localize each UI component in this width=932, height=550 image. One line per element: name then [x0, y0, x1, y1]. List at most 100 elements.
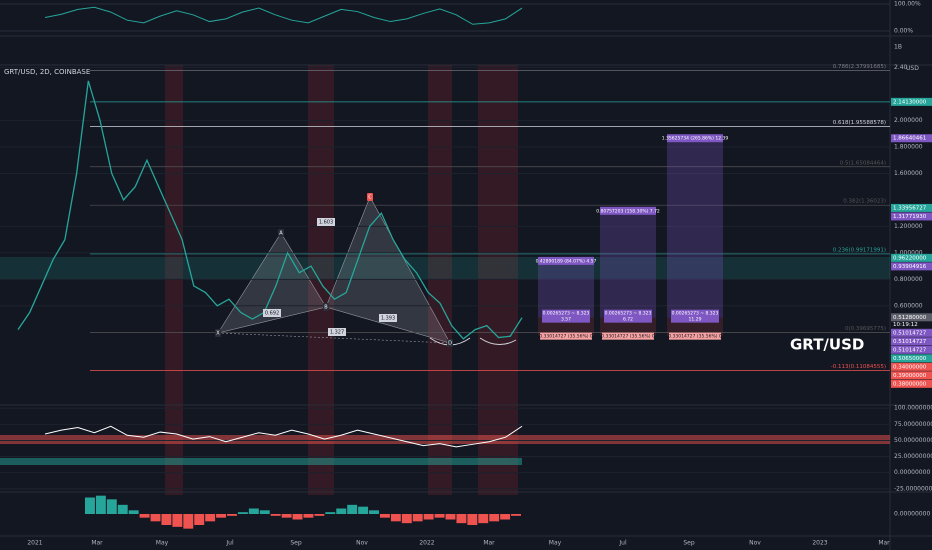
price-marker	[891, 203, 932, 212]
fib-label: 0.5(1.65084464)	[840, 160, 886, 166]
macd-bar	[467, 514, 478, 525]
ratio-label: 0.692	[265, 311, 279, 317]
rsi-tick-label: -25.00000000	[894, 485, 932, 492]
macd-bar	[511, 514, 521, 516]
macd-bar	[194, 514, 205, 525]
time-tick-label: 2021	[27, 540, 42, 547]
macd-bar	[379, 514, 390, 518]
pattern-point-label: B	[324, 305, 328, 311]
macd-bar	[150, 514, 161, 522]
pattern-point	[278, 229, 284, 237]
target-mid2: 11.29	[689, 317, 702, 323]
ratio-label: 1.603	[319, 220, 333, 226]
target-mid: 0.00265273 ~ 8.323	[543, 311, 590, 317]
target-mid: 0.00265273 ~ 8.323	[672, 311, 719, 317]
rsi-tick-label: 75.00000000	[894, 421, 932, 428]
time-tick-label: 2023	[812, 540, 827, 547]
price-marker-label: 1.31771930	[893, 214, 927, 220]
price-tick-label: 0.600000	[894, 302, 923, 309]
time-tick-label: Sep	[290, 540, 302, 547]
macd-bar	[270, 514, 281, 516]
price-line	[17, 80, 523, 340]
price-marker-label: 0.38000000	[893, 381, 927, 387]
price-marker	[891, 134, 932, 143]
ratio-box	[317, 218, 335, 226]
price-marker-label: 0.51014727	[893, 347, 927, 353]
rsi-band	[0, 458, 522, 465]
macd-bar	[369, 510, 379, 514]
time-tick-label: 2022	[419, 540, 434, 547]
top-tick-label: 100.00%	[894, 1, 921, 8]
macd-bar	[314, 514, 325, 516]
fib-label: 0(0.39695775)	[845, 326, 886, 332]
zone	[0, 257, 890, 279]
macd-bar	[478, 514, 489, 524]
target-box	[667, 138, 723, 318]
price-marker	[891, 362, 932, 371]
price-tick-label: 2.000000	[894, 117, 923, 124]
fib-label: -0.113(0.11084555)	[831, 364, 886, 370]
target-box	[538, 260, 594, 318]
target-box	[600, 210, 656, 318]
macd-bar	[500, 514, 511, 520]
target-tag	[604, 309, 652, 323]
target-top: 0.42890189 (84.07%) 4.57	[536, 258, 597, 264]
price-marker	[891, 379, 932, 388]
price-marker	[891, 371, 932, 380]
price-marker-label: 0.50650000	[893, 356, 927, 362]
pattern-point	[215, 329, 221, 337]
pattern-point	[323, 303, 329, 311]
price-tick-label: 2.40	[894, 64, 908, 71]
target-mid: 0.00265273 ~ 8.323	[605, 311, 652, 317]
price-tick-label: 1.000000	[894, 249, 923, 256]
watermark: GRT/USD	[790, 336, 864, 354]
price-marker-label: 0.93904916	[893, 264, 927, 270]
price-marker	[891, 262, 932, 271]
price-unit: USD	[906, 65, 919, 72]
ratio-box	[328, 328, 346, 336]
macd-bar	[303, 514, 314, 518]
price-tick-label: 1.600000	[894, 170, 923, 177]
price-marker	[891, 313, 932, 322]
fib-label: 0.618(1.95588578)	[833, 120, 886, 126]
price-marker	[891, 328, 932, 337]
target-top: 1.35625734 (265.86%) 12.39	[662, 136, 729, 142]
volume-tick-label: 1B	[894, 44, 902, 51]
session-bands	[165, 65, 518, 495]
price-marker-label: 0.51014727	[893, 330, 927, 336]
time-tick-label: Nov	[749, 540, 761, 547]
macd-bar	[227, 514, 237, 516]
oscillator-line	[44, 6, 523, 25]
pattern-point-label: C	[368, 195, 372, 201]
macd-bar	[95, 495, 106, 514]
macd-bar	[347, 504, 358, 514]
target-stop: 0.33014727 (35.56%) 0	[601, 334, 655, 340]
macd-bar	[106, 499, 117, 514]
macd-bar	[390, 514, 401, 522]
stop-tag	[540, 332, 592, 340]
stop-tag	[602, 332, 654, 340]
time-tick-label: May	[156, 540, 169, 547]
price-marker-label: 0.51014727	[893, 339, 927, 345]
macd-bar	[205, 514, 216, 522]
target-tag	[671, 309, 719, 323]
macd-bar	[161, 514, 172, 525]
rsi-tick-label: 0.00000000	[894, 469, 930, 476]
rsi-line	[44, 425, 523, 448]
price-marker	[891, 253, 932, 262]
rsi-band	[0, 435, 890, 444]
time-tick-label: Jul	[225, 540, 234, 547]
price-marker-label: 0.34000000	[893, 364, 927, 370]
price-marker-label: 1.86640461	[893, 136, 926, 142]
price-marker	[891, 212, 932, 221]
time-tick-label: Sep	[683, 540, 695, 547]
target-stop: 0.33014727 (35.56%) 0	[668, 334, 722, 340]
ratio-box	[379, 314, 397, 322]
harmonic-pattern	[217, 196, 451, 344]
macd-bar	[172, 514, 183, 527]
price-tick-label: 1.200000	[894, 223, 923, 230]
price-marker-label: 2.14130000	[893, 99, 927, 105]
time-tick-label: Nov	[356, 540, 368, 547]
price-marker-label: 0.51280000	[893, 315, 927, 321]
macd-bar	[281, 514, 292, 518]
